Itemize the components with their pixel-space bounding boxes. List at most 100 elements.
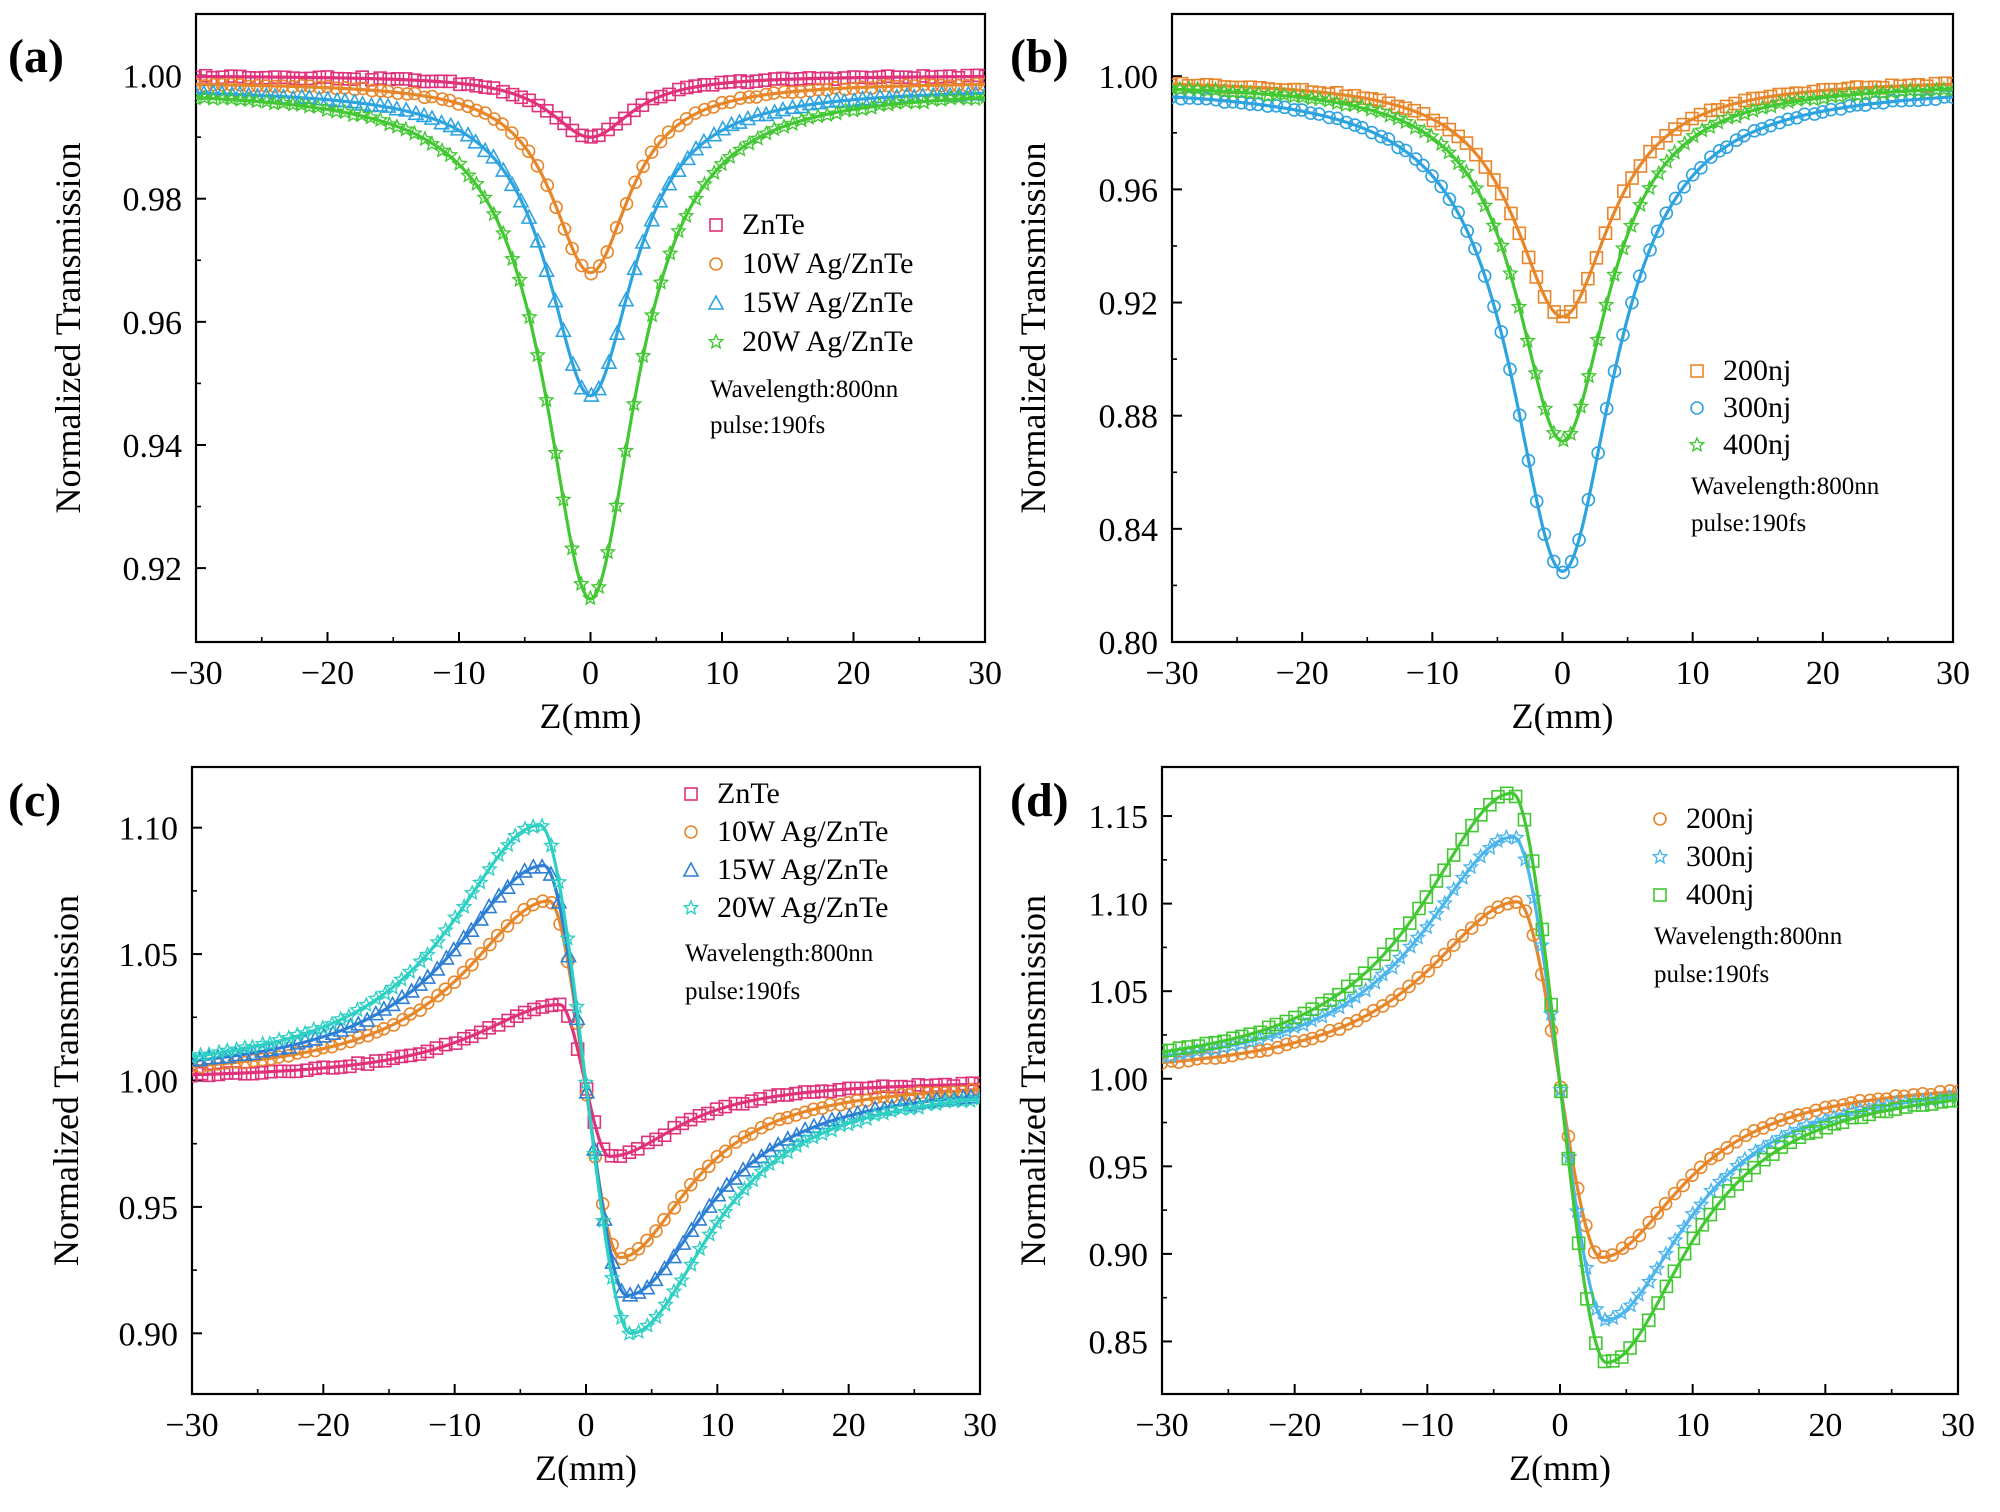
x-axis-title-a: Z(mm) — [540, 696, 642, 736]
marker-znte — [565, 123, 580, 138]
legend-c: ZnTe 10W Ag/ZnTe 15W Ag/ZnTe 20W Ag/ZnTe Wav… — [682, 777, 889, 1005]
marker-20w-ag-znte — [481, 860, 498, 877]
marker-400nj — [1332, 987, 1346, 1002]
marker-300nj — [1648, 1259, 1666, 1276]
marker-15w-ag-znte — [455, 929, 473, 945]
marker-400nj — [1172, 81, 1180, 96]
marker-300nj — [1747, 123, 1762, 138]
marker-400nj — [1695, 1218, 1710, 1232]
marker-20w-ag-znte — [336, 103, 354, 120]
marker-400nj — [1419, 890, 1434, 904]
marker-znte — [618, 111, 632, 126]
marker-20w-ag-znte — [429, 933, 447, 950]
panel-letter-b: (b) — [1010, 30, 1069, 83]
marker-400nj — [1867, 83, 1885, 100]
marker-20w-ag-znte — [647, 1308, 665, 1325]
legend-marker-10w-ag-znte — [709, 257, 723, 271]
marker-400nj — [1275, 85, 1293, 102]
marker-20w-ag-znte — [236, 1038, 254, 1055]
marker-400nj — [1199, 81, 1216, 98]
marker-200nj — [1739, 1128, 1753, 1143]
marker-10w-ag-znte — [653, 134, 668, 149]
marker-300nj — [1391, 140, 1405, 155]
y-tick-label-c: 1.10 — [119, 811, 179, 848]
y-tick-label-c: 1.00 — [119, 1064, 179, 1101]
fit-line-20w-ag-znte — [196, 96, 985, 601]
marker-15w-ag-znte — [508, 869, 525, 886]
marker-15w-ag-znte — [613, 1282, 630, 1298]
marker-15w-ag-znte — [617, 290, 635, 307]
marker-10w-ag-znte — [530, 159, 545, 173]
legend-label-300nj: 300nj — [1686, 840, 1754, 873]
marker-20w-ag-znte — [736, 1180, 753, 1197]
marker-300nj — [1462, 858, 1480, 875]
x-tick-label-a: 30 — [968, 655, 1002, 692]
marker-300nj — [1587, 1300, 1605, 1317]
marker-20w-ag-znte — [419, 945, 436, 962]
marker-10w-ag-znte — [510, 910, 524, 925]
marker-400nj — [1385, 937, 1399, 952]
marker-10w-ag-znte — [657, 1212, 671, 1227]
marker-znte — [657, 1128, 672, 1143]
marker-20w-ag-znte — [274, 94, 292, 111]
marker-10w-ag-znte — [490, 928, 505, 943]
marker-znte — [457, 1031, 471, 1046]
marker-300nj — [1556, 565, 1570, 580]
marker-400nj — [1766, 1147, 1780, 1161]
marker-400nj — [1353, 97, 1371, 114]
marker-200nj — [1446, 938, 1461, 952]
legend-marker-400nj — [1688, 436, 1706, 453]
marker-10w-ag-znte — [644, 145, 659, 160]
marker-20w-ag-znte — [937, 1093, 955, 1109]
marker-300nj — [1339, 115, 1354, 130]
y-tick-label-d: 0.85 — [1089, 1324, 1149, 1361]
fit-line-400nj — [1162, 791, 1958, 1365]
marker-400nj — [1730, 1177, 1745, 1191]
marker-10w-ag-znte — [473, 946, 488, 961]
legend-marker-20w-ag-znte — [682, 899, 700, 916]
legend-label-10w-ag-znte: 10W Ag/ZnTe — [742, 247, 914, 280]
marker-znte — [683, 1112, 698, 1127]
y-axis-title-b: Normalized Transmission — [1013, 142, 1053, 513]
marker-400nj — [1771, 94, 1789, 111]
marker-20w-ag-znte — [701, 1225, 718, 1242]
marker-200nj — [1711, 1148, 1726, 1162]
marker-200nj — [1650, 1206, 1665, 1220]
marker-20w-ag-znte — [210, 1043, 228, 1060]
x-tick-label-d: −30 — [1135, 1407, 1188, 1444]
annotation-wavelength-d: Wavelength:800nn — [1654, 923, 1843, 950]
marker-400nj — [1429, 874, 1444, 888]
x-tick-label-b: 30 — [1936, 655, 1970, 692]
marker-20w-ag-znte — [362, 108, 380, 125]
legend-marker-20w-ag-znte — [707, 333, 725, 350]
marker-200nj — [1668, 122, 1682, 136]
marker-400nj — [1393, 928, 1407, 942]
marker-10w-ag-znte — [549, 200, 563, 215]
marker-znte — [509, 1009, 524, 1023]
marker-200nj — [1494, 186, 1509, 201]
marker-200nj — [1474, 912, 1489, 927]
marker-10w-ag-znte — [521, 144, 536, 159]
marker-200nj — [1563, 305, 1578, 319]
y-tick-label-b: 0.88 — [1099, 399, 1159, 436]
marker-300nj — [1719, 1167, 1736, 1184]
marker-20w-ag-znte — [196, 88, 214, 105]
marker-10w-ag-znte — [505, 126, 519, 140]
marker-15w-ag-znte — [512, 191, 530, 208]
marker-400nj — [1945, 82, 1953, 97]
marker-400nj — [1788, 91, 1806, 108]
marker-20w-ag-znte — [485, 205, 503, 222]
marker-10w-ag-znte — [661, 125, 676, 139]
marker-300nj — [1622, 1296, 1640, 1313]
x-tick-label-d: 10 — [1676, 1407, 1710, 1444]
marker-10w-ag-znte — [640, 1233, 654, 1248]
marker-400nj — [1294, 88, 1311, 105]
marker-15w-ag-znte — [445, 940, 463, 957]
panel-c: −30 −20 −10 0 10 20 30 0.90 0.95 1.00 1.05 1.10 Z(mm… — [8, 765, 997, 1488]
marker-400nj — [1367, 956, 1381, 971]
marker-15w-ag-znte — [499, 878, 516, 895]
marker-10w-ag-znte — [600, 245, 615, 259]
marker-400nj — [1377, 947, 1391, 961]
x-tick-label-b: 0 — [1554, 655, 1571, 692]
marker-300nj — [1460, 224, 1474, 238]
